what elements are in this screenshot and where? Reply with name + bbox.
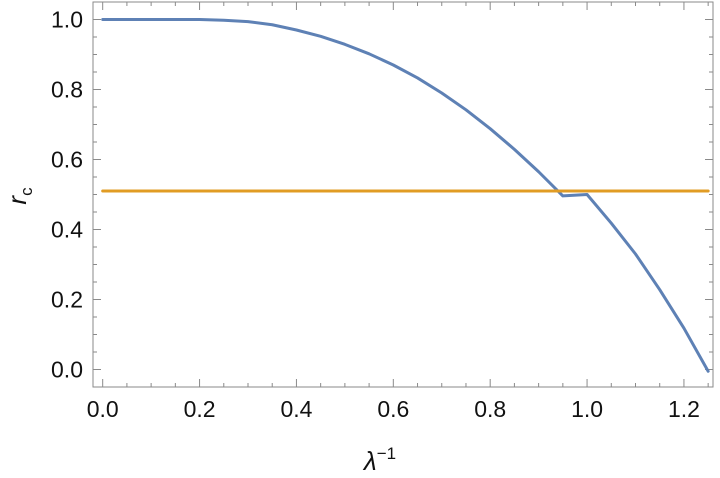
x-tick-label: 1.2 xyxy=(668,396,700,422)
x-tick-label: 0.2 xyxy=(184,396,216,422)
x-axis-label-symbol: λ xyxy=(362,446,377,476)
y-tick-label: 0.8 xyxy=(51,77,83,103)
series-line-1 xyxy=(101,18,710,373)
y-ticks: 0.0 0.2 0.4 0.6 0.8 1.0 xyxy=(51,1,713,388)
x-tick-label: 0.0 xyxy=(87,396,119,422)
y-tick-label: 0.2 xyxy=(51,287,83,313)
x-ticks: 0.0 0.2 0.4 0.6 0.8 1.0 1.2 xyxy=(87,2,709,422)
x-axis-label: λ−1 xyxy=(362,444,396,476)
x-tick-label: 1.0 xyxy=(571,396,603,422)
y-axis-label-symbol: r xyxy=(2,195,32,205)
plot-frame xyxy=(92,1,714,388)
x-tick-label: 0.6 xyxy=(377,396,409,422)
x-tick-label: 0.8 xyxy=(474,396,506,422)
x-axis-label-superscript: −1 xyxy=(377,444,396,463)
y-tick-label: 1.0 xyxy=(51,7,83,33)
y-tick-label: 0.4 xyxy=(51,217,83,243)
series-layer xyxy=(101,18,710,373)
y-axis-label: rc xyxy=(2,187,36,205)
x-tick-label: 0.4 xyxy=(280,396,312,422)
y-axis-label-subscript: c xyxy=(17,187,36,196)
y-tick-label: 0.6 xyxy=(51,147,83,173)
y-tick-label: 0.0 xyxy=(51,357,83,383)
